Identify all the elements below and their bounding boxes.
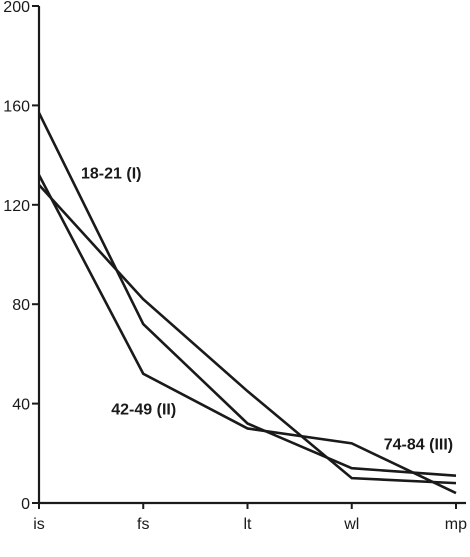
- series-line-1: [37, 112, 457, 477]
- y-ticks: 0 40 80 120 160 200: [3, 0, 39, 513]
- x-tick-label-fs: fs: [137, 516, 149, 533]
- y-tick-label-200: 200: [3, 0, 30, 16]
- series-line-2: [37, 174, 457, 495]
- y-tick-label-0: 0: [21, 496, 30, 513]
- x-ticks: is fs lt wl mp: [33, 503, 467, 533]
- y-tick-label-160: 160: [3, 98, 30, 115]
- series-label-1: 18-21 (I): [81, 165, 141, 182]
- series-labels: 18-21 (I) 42-49 (II) 74-84 (III): [81, 165, 453, 453]
- series-label-3: 74-84 (III): [384, 436, 453, 453]
- x-tick-label-wl: wl: [343, 516, 359, 533]
- series-lines: [37, 112, 457, 495]
- y-tick-label-80: 80: [12, 297, 30, 314]
- y-tick-label-40: 40: [12, 397, 30, 414]
- x-tick-label-is: is: [33, 516, 45, 533]
- series-line-3: [38, 184, 457, 485]
- x-tick-label-mp: mp: [445, 516, 467, 533]
- series-label-2: 42-49 (II): [111, 402, 176, 419]
- y-tick-label-120: 120: [3, 198, 30, 215]
- x-tick-label-lt: lt: [244, 516, 253, 533]
- axes: [37, 6, 466, 505]
